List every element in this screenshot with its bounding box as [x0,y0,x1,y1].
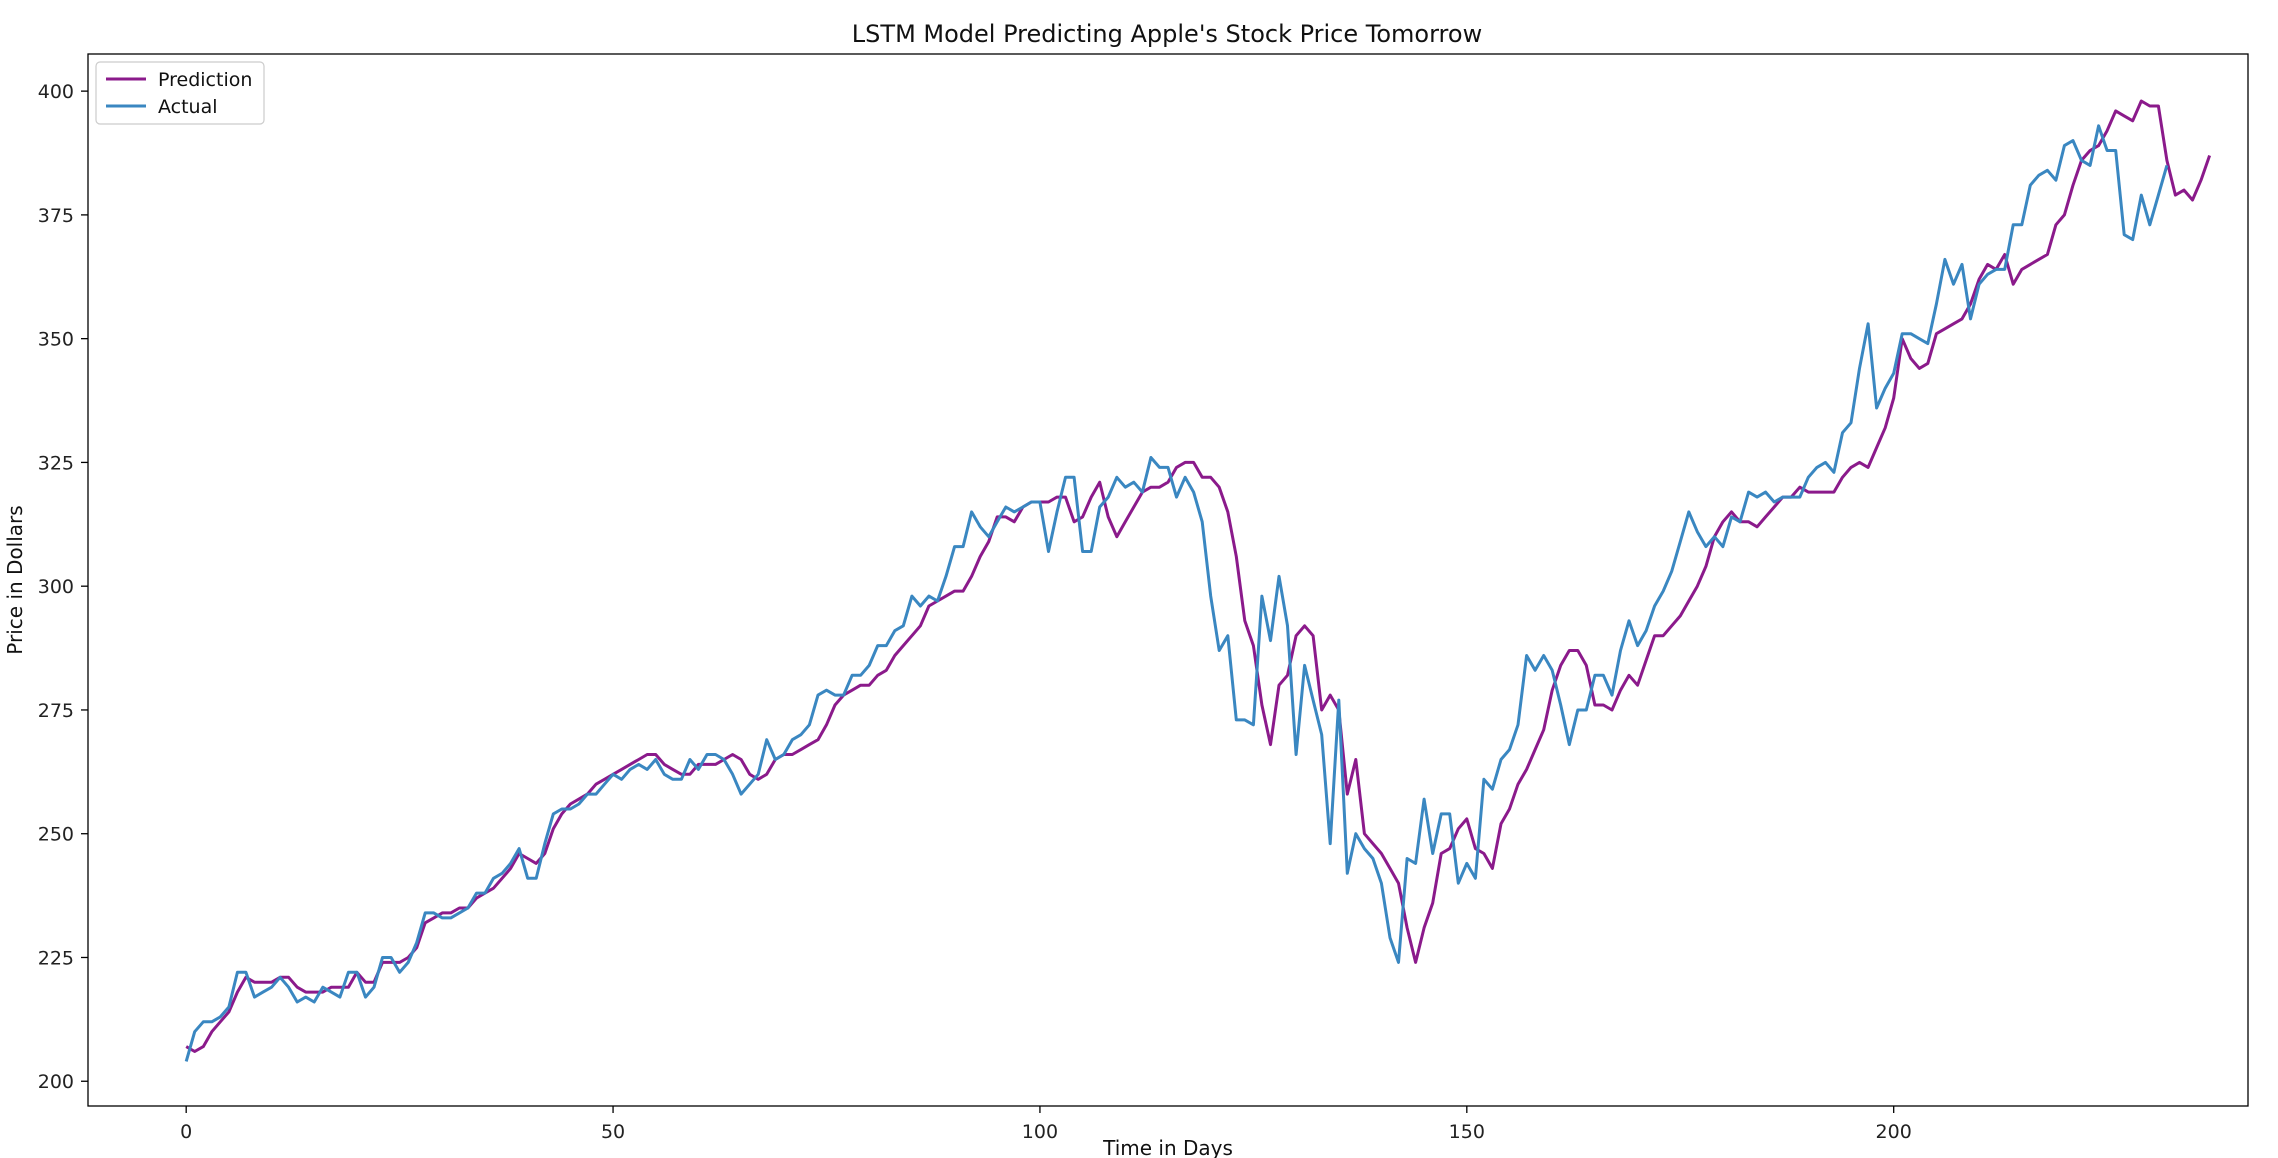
y-tick-label: 225 [38,947,74,969]
series-layer [184,99,2212,1062]
x-axis: 0 50 100 150 200 [180,1106,1912,1143]
x-tick-label: 100 [1022,1121,1058,1143]
x-tick-label: 200 [1876,1121,1912,1143]
series-line-prediction [185,99,2212,1053]
y-tick-label: 200 [38,1071,74,1093]
y-tick-label: 325 [38,452,74,474]
x-axis-title: Time in Days [1102,1136,1233,1158]
y-axis: 200 225 250 275 300 325 350 375 400 [38,81,88,1093]
y-axis-title: Price in Dollars [3,505,27,654]
chart-title: LSTM Model Predicting Apple's Stock Pric… [852,20,1482,48]
x-tick-label: 150 [1449,1121,1485,1143]
legend: Prediction Actual [95,61,265,125]
legend-label-actual: Actual [158,96,218,118]
series-line-actual [184,124,2169,1062]
plot-frame [87,53,2249,1107]
x-tick-label: 50 [601,1121,625,1143]
y-tick-label: 250 [38,824,74,846]
y-tick-label: 400 [38,81,74,103]
y-tick-label: 275 [38,700,74,722]
y-tick-label: 350 [38,329,74,351]
y-tick-label: 300 [38,576,74,598]
x-tick-label: 0 [180,1121,192,1143]
legend-label-prediction: Prediction [158,69,252,91]
y-tick-label: 375 [38,205,74,227]
